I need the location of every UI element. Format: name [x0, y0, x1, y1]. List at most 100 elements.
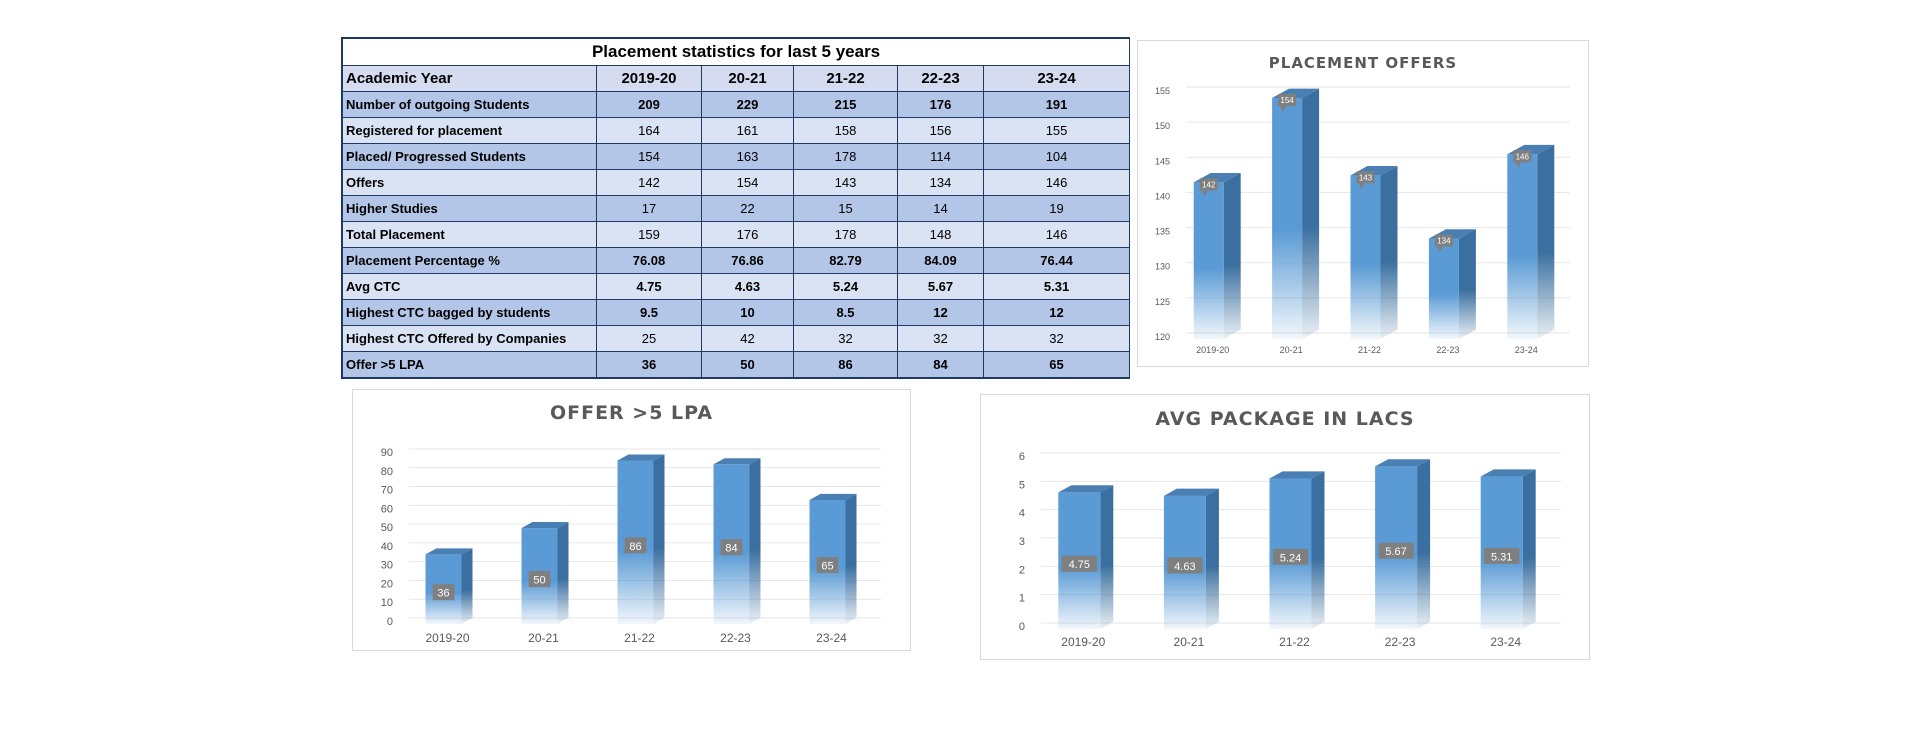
table-cell: 32	[793, 325, 898, 352]
data-label: 5.67	[1385, 546, 1406, 558]
row-label: Registered for placement	[342, 117, 597, 144]
header-year: 21-22	[793, 65, 898, 92]
x-category-label: 23-24	[1515, 345, 1538, 355]
table-body: Number of outgoing Students 209 229 215 176 1…	[342, 91, 1131, 378]
table-cell: 5.24	[793, 273, 898, 300]
y-tick-label: 125	[1155, 297, 1170, 307]
table-title: Placement statistics for last 5 years	[341, 38, 1131, 66]
data-label-box	[624, 537, 647, 554]
row-label: Number of outgoing Students	[342, 91, 597, 118]
table-cell: 156	[897, 117, 984, 144]
data-label-box	[1484, 547, 1520, 564]
bar	[1272, 88, 1320, 340]
data-label-box	[1199, 178, 1218, 191]
bar-top	[1269, 471, 1325, 479]
placement-offers-chart-svg: PLACEMENT OFFERS 120 125 130 135 140 145 150 155…	[1155, 54, 1570, 355]
table-cell: 155	[982, 117, 1131, 144]
bar-front	[1507, 154, 1538, 339]
stats-table: Placement statistics for last 5 years Ac…	[341, 38, 1131, 378]
y-tick-label: 150	[1155, 121, 1170, 131]
y-tick-label: 155	[1155, 86, 1170, 96]
row-label: Offers	[342, 169, 597, 196]
table-cell: 158	[793, 117, 898, 144]
offer-over-5-lpa-chart-svg: OFFER >5 LPA 0 10 20 30 40 50 60 70 80 90 36 2019-20…	[381, 402, 881, 645]
bar-side	[1380, 165, 1398, 339]
table-row: Highest CTC bagged by students 9.5 10 8.5 12…	[342, 299, 1131, 326]
data-label: 146	[1516, 152, 1530, 161]
table-cell: 12	[897, 299, 984, 326]
table-cell: 65	[982, 351, 1131, 378]
x-category-label: 23-24	[1490, 635, 1521, 649]
table-row: Offers 142 154 143 134 146	[342, 169, 1131, 196]
bar	[1350, 165, 1398, 339]
data-label-pointer	[1436, 246, 1443, 253]
data-label: 154	[1280, 96, 1294, 105]
table-cell: 32	[897, 325, 984, 352]
y-tick-label: 10	[381, 597, 393, 609]
table-cell: 146	[982, 169, 1131, 196]
data-label-box	[720, 539, 743, 556]
bar-side	[1223, 173, 1241, 339]
table-cell: 82.79	[793, 247, 898, 274]
table-cell: 84.09	[897, 247, 984, 274]
data-label-box	[528, 571, 551, 588]
data-label-box	[1513, 150, 1532, 163]
table-cell: 84	[897, 351, 984, 378]
data-label: 5.24	[1280, 552, 1301, 564]
y-tick-label: 40	[381, 541, 393, 553]
table-cell: 10	[701, 299, 794, 326]
table-cell: 191	[982, 91, 1131, 118]
x-category-label: 20-21	[1174, 635, 1205, 649]
table-cell: 36	[596, 351, 702, 378]
chart-title: PLACEMENT OFFERS	[1269, 54, 1457, 72]
data-label: 5.31	[1491, 551, 1512, 563]
data-label: 4.75	[1069, 559, 1090, 571]
bar-top	[1375, 459, 1431, 467]
table-cell: 163	[701, 143, 794, 170]
table-cell: 4.75	[596, 273, 702, 300]
x-category-label: 22-23	[1385, 635, 1416, 649]
bar	[1507, 144, 1555, 339]
bar-side	[1522, 469, 1536, 629]
header-year: 23-24	[982, 65, 1131, 92]
placement-statistics-table: Placement statistics for last 5 years Ac…	[341, 37, 1131, 379]
table-cell: 146	[982, 221, 1131, 248]
table-cell: 159	[596, 221, 702, 248]
y-tick-label: 20	[381, 578, 393, 590]
bar-front	[1350, 175, 1381, 339]
x-category-label: 21-22	[1279, 635, 1310, 649]
data-label: 50	[533, 575, 545, 587]
header-year: 20-21	[701, 65, 794, 92]
table-row: Placed/ Progressed Students 154 163 178 114 1…	[342, 143, 1131, 170]
x-category-label: 2019-20	[1196, 345, 1229, 355]
y-tick-label: 90	[381, 447, 393, 459]
data-label-box	[1272, 548, 1309, 565]
bar-top	[713, 458, 761, 465]
table-cell: 25	[596, 325, 702, 352]
chart-title: AVG PACKAGE IN LACS	[1155, 408, 1414, 430]
y-tick-label: 120	[1155, 332, 1170, 342]
table-cell: 161	[701, 117, 794, 144]
x-category-label: 21-22	[624, 631, 655, 645]
table-cell: 148	[897, 221, 984, 248]
table-cell: 8.5	[793, 299, 898, 326]
y-tick-label: 70	[381, 485, 393, 497]
table-cell: 154	[596, 143, 702, 170]
table-cell: 9.5	[596, 299, 702, 326]
y-tick-label: 6	[1019, 451, 1025, 463]
data-label-pointer	[1515, 162, 1522, 169]
data-label: 143	[1359, 173, 1373, 182]
table-cell: 15	[793, 195, 898, 222]
data-label: 142	[1202, 180, 1216, 189]
table-cell: 176	[897, 91, 984, 118]
table-cell: 178	[793, 221, 898, 248]
table-cell: 5.31	[982, 273, 1131, 300]
bar-side	[461, 548, 473, 624]
y-tick-label: 140	[1155, 191, 1170, 201]
table-cell: 50	[701, 351, 794, 378]
data-label-box	[1378, 542, 1414, 559]
bar-side	[749, 458, 761, 624]
table-cell: 19	[982, 195, 1131, 222]
table-cell: 154	[701, 169, 794, 196]
table-cell: 86	[793, 351, 898, 378]
